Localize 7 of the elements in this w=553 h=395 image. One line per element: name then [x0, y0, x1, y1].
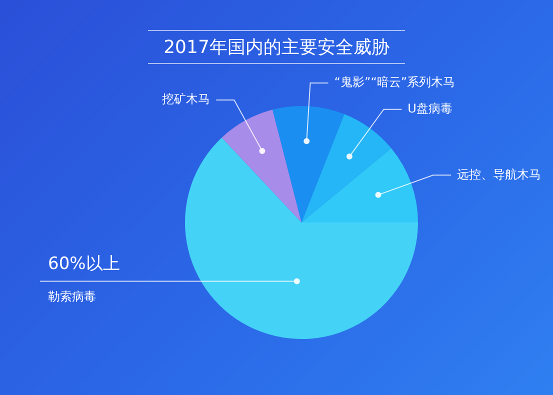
chart-title: 2017年国内的主要安全威胁 — [148, 30, 406, 64]
slice-label: 远控、导航木马 — [457, 167, 542, 182]
slice-label: 勒索病毒 — [48, 289, 96, 304]
slice-label: “鬼影”“暗云”系列木马 — [334, 75, 456, 90]
slice-label: U盘病毒 — [408, 102, 452, 116]
text: 60%以上 — [48, 254, 120, 274]
slice-label: 挖矿木马 — [162, 92, 210, 106]
